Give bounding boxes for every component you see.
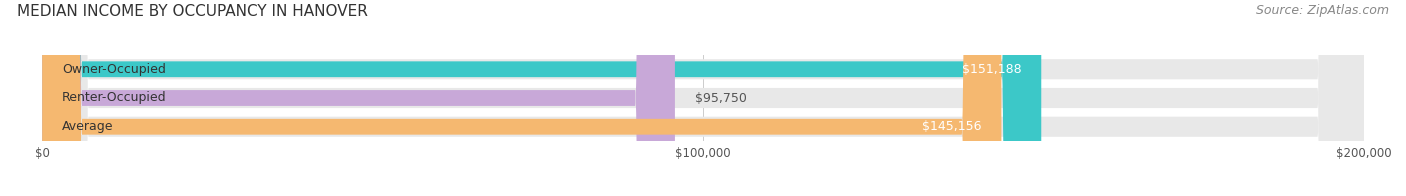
FancyBboxPatch shape (42, 0, 1364, 196)
Text: Average: Average (62, 120, 114, 133)
Text: MEDIAN INCOME BY OCCUPANCY IN HANOVER: MEDIAN INCOME BY OCCUPANCY IN HANOVER (17, 4, 368, 19)
FancyBboxPatch shape (42, 0, 1001, 196)
FancyBboxPatch shape (42, 0, 1042, 196)
Text: Source: ZipAtlas.com: Source: ZipAtlas.com (1256, 4, 1389, 17)
FancyBboxPatch shape (42, 0, 675, 196)
Text: $145,156: $145,156 (922, 120, 981, 133)
Text: Owner-Occupied: Owner-Occupied (62, 63, 166, 76)
Text: $95,750: $95,750 (695, 92, 747, 104)
Text: $151,188: $151,188 (962, 63, 1021, 76)
Text: Renter-Occupied: Renter-Occupied (62, 92, 167, 104)
FancyBboxPatch shape (42, 0, 1364, 196)
FancyBboxPatch shape (42, 0, 1364, 196)
